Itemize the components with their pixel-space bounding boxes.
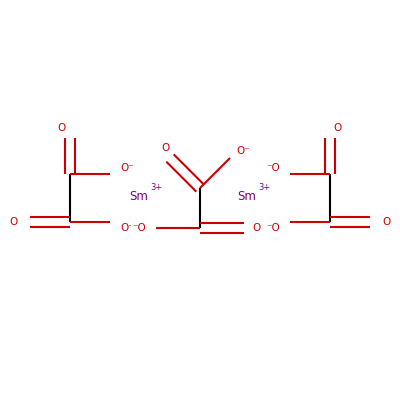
Text: O: O — [10, 217, 18, 226]
Text: ⁻O: ⁻O — [266, 163, 280, 173]
Text: O: O — [382, 217, 390, 226]
Text: O: O — [162, 143, 170, 153]
Text: O⁻: O⁻ — [236, 146, 250, 156]
Text: O: O — [253, 223, 261, 233]
Text: 3+: 3+ — [258, 184, 270, 192]
Text: ⁻O: ⁻O — [266, 223, 280, 234]
Text: O⁻: O⁻ — [120, 223, 134, 234]
Text: O: O — [58, 123, 66, 133]
Text: Sm: Sm — [237, 190, 256, 202]
Text: Sm: Sm — [129, 190, 148, 202]
Text: 3+: 3+ — [150, 184, 162, 192]
Text: O⁻: O⁻ — [120, 163, 134, 173]
Text: ⁻O: ⁻O — [132, 223, 146, 233]
Text: O: O — [334, 123, 342, 133]
